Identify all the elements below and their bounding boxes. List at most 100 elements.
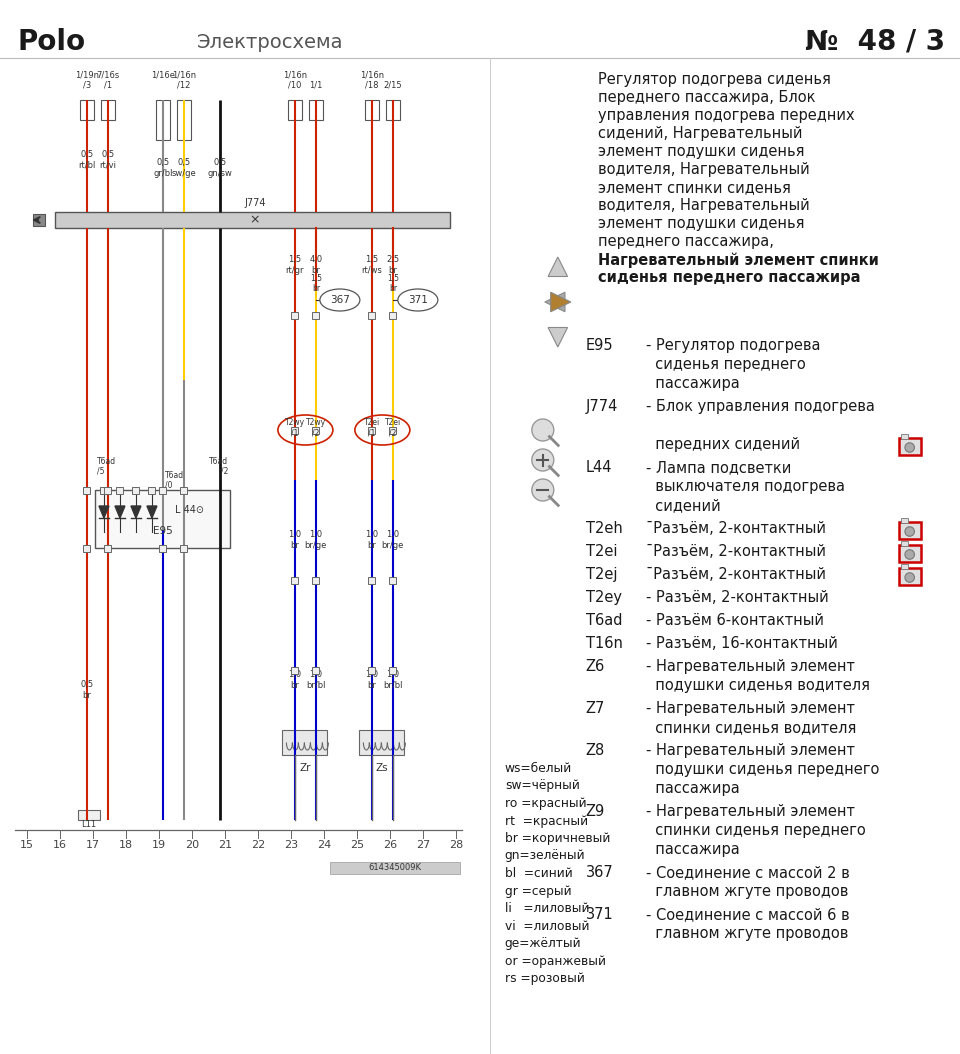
- Bar: [105, 545, 111, 551]
- Bar: [55, 212, 450, 228]
- Text: 0,5
br: 0,5 br: [81, 680, 93, 700]
- Text: E95: E95: [153, 526, 172, 536]
- Bar: [365, 100, 379, 120]
- Text: ¯Разъём, 2-контактный: ¯Разъём, 2-контактный: [646, 521, 826, 536]
- Text: li   =лиловый: li =лиловый: [505, 902, 589, 915]
- Text: T2ei
/2: T2ei /2: [385, 418, 401, 437]
- Text: элемент спинки сиденья: элемент спинки сиденья: [598, 180, 791, 195]
- Text: - Регулятор подогрева: - Регулятор подогрева: [646, 338, 820, 353]
- Text: ws=белый: ws=белый: [505, 762, 572, 775]
- Text: 1/16e: 1/16e: [151, 71, 175, 90]
- Polygon shape: [99, 506, 109, 518]
- Text: Zs: Zs: [375, 763, 388, 773]
- Text: E95: E95: [586, 338, 613, 353]
- Text: 16: 16: [53, 840, 67, 850]
- Text: T16n: T16n: [586, 636, 623, 651]
- Text: Zr: Zr: [300, 763, 311, 773]
- Text: Z8: Z8: [586, 743, 605, 758]
- Text: 4,0
br: 4,0 br: [309, 255, 323, 275]
- Text: rs =розовый: rs =розовый: [505, 972, 585, 985]
- Text: пассажира: пассажира: [646, 781, 739, 796]
- Text: главном жгуте проводов: главном жгуте проводов: [646, 884, 848, 899]
- Text: ¯Разъём, 2-контактный: ¯Разъём, 2-контактный: [646, 544, 826, 559]
- Bar: [292, 666, 299, 674]
- Bar: [900, 434, 908, 440]
- Text: T2wy
/2: T2wy /2: [306, 418, 326, 437]
- Text: J774: J774: [586, 399, 618, 414]
- Text: сидений, Нагревательный: сидений, Нагревательный: [598, 126, 803, 141]
- Text: спинки сиденья переднего: спинки сиденья переднего: [646, 823, 866, 838]
- Text: водителя, Нагревательный: водителя, Нагревательный: [598, 162, 809, 177]
- Bar: [292, 427, 299, 433]
- Bar: [386, 100, 400, 120]
- Text: переднего пассажира,: переднего пассажира,: [598, 234, 774, 249]
- Text: 1,0
br: 1,0 br: [366, 670, 378, 689]
- Text: 25: 25: [349, 840, 364, 850]
- Text: - Лампа подсветки: - Лампа подсветки: [646, 460, 791, 475]
- Bar: [309, 100, 323, 120]
- Text: 1,0
br/bl: 1,0 br/bl: [383, 670, 402, 689]
- Text: 371: 371: [586, 907, 613, 922]
- Bar: [84, 487, 90, 493]
- Bar: [101, 487, 108, 493]
- Bar: [282, 730, 327, 755]
- Ellipse shape: [397, 289, 438, 311]
- Text: 1,5
br: 1,5 br: [387, 274, 398, 293]
- Polygon shape: [147, 506, 156, 518]
- Bar: [33, 214, 45, 226]
- Text: sw=чёрный: sw=чёрный: [505, 780, 580, 793]
- Bar: [101, 100, 115, 120]
- Text: - Нагревательный элемент: - Нагревательный элемент: [646, 743, 854, 758]
- Text: - Соединение с массой 2 в: - Соединение с массой 2 в: [646, 865, 850, 880]
- Bar: [78, 811, 100, 820]
- Text: 1,5
br: 1,5 br: [310, 274, 322, 293]
- Text: 0,5
sw/ge: 0,5 sw/ge: [172, 158, 196, 178]
- Text: T2ei
/1: T2ei /1: [364, 418, 380, 437]
- Text: 367: 367: [330, 295, 349, 305]
- Text: - Нагревательный элемент: - Нагревательный элемент: [646, 804, 854, 819]
- Bar: [288, 100, 301, 120]
- Text: L 44⊙: L 44⊙: [175, 505, 204, 515]
- Text: управления подогрева передних: управления подогрева передних: [598, 108, 854, 123]
- Text: vi  =лиловый: vi =лиловый: [505, 919, 589, 933]
- Text: - Разъём, 2-контактный: - Разъём, 2-контактный: [646, 590, 828, 605]
- Text: ×: ×: [250, 214, 260, 227]
- Bar: [292, 577, 299, 584]
- Polygon shape: [131, 506, 141, 518]
- Text: №  48 / 3: № 48 / 3: [804, 28, 945, 56]
- Ellipse shape: [320, 289, 360, 311]
- Text: L44: L44: [586, 460, 612, 475]
- Bar: [390, 427, 396, 433]
- Text: Polo: Polo: [18, 28, 86, 56]
- Text: - Блок управления подогрева: - Блок управления подогрева: [646, 399, 875, 414]
- Text: Электросхема: Электросхема: [197, 33, 343, 52]
- Text: 1,0
br/ge: 1,0 br/ge: [304, 530, 327, 550]
- Bar: [390, 577, 396, 584]
- Bar: [95, 490, 230, 548]
- Text: 23: 23: [284, 840, 298, 850]
- Text: передних сидений: передних сидений: [646, 437, 800, 452]
- Text: 1,0
br: 1,0 br: [366, 530, 378, 550]
- Bar: [180, 545, 187, 551]
- Text: 0,5
rt/bl: 0,5 rt/bl: [79, 151, 96, 170]
- Bar: [390, 312, 396, 318]
- Bar: [369, 312, 375, 318]
- Text: 28: 28: [448, 840, 463, 850]
- Circle shape: [905, 527, 915, 536]
- Text: or =оранжевый: or =оранжевый: [505, 955, 606, 968]
- Text: ge=жёлтый: ge=жёлтый: [505, 937, 582, 950]
- Bar: [900, 564, 908, 569]
- Text: br =коричневый: br =коричневый: [505, 832, 611, 845]
- Text: 27: 27: [416, 840, 430, 850]
- Text: 15: 15: [20, 840, 34, 850]
- Text: подушки сиденья переднего: подушки сиденья переднего: [646, 762, 879, 777]
- Text: 1,0
br: 1,0 br: [288, 670, 301, 689]
- Text: 2,5
br: 2,5 br: [386, 255, 399, 275]
- Bar: [369, 666, 375, 674]
- Bar: [369, 427, 375, 433]
- Text: 1,5
rt/ws: 1,5 rt/ws: [361, 255, 382, 275]
- Bar: [159, 545, 166, 551]
- Text: bl  =синий: bl =синий: [505, 867, 572, 880]
- Circle shape: [905, 550, 915, 560]
- Text: 1/16n
/10: 1/16n /10: [283, 71, 307, 90]
